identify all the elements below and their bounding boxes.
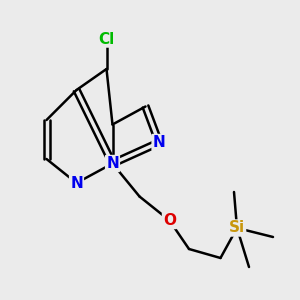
Text: N: N (153, 135, 165, 150)
Text: O: O (163, 213, 176, 228)
Text: Si: Si (229, 220, 245, 236)
Text: N: N (70, 176, 83, 190)
Text: Cl: Cl (98, 32, 115, 46)
Text: N: N (106, 156, 119, 171)
